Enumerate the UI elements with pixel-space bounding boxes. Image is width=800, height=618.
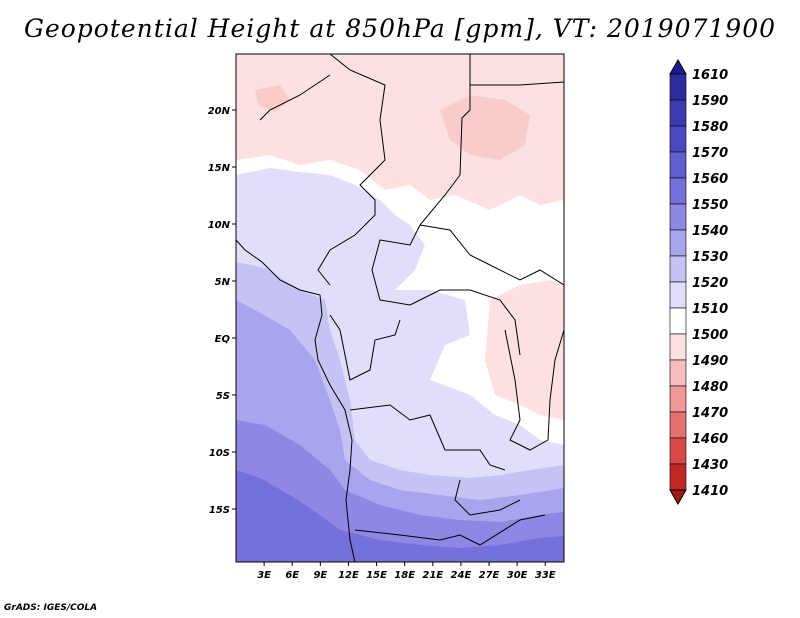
border-lines-9	[504, 329, 564, 451]
border-lines	[317, 54, 386, 286]
colorbar-label: 1490	[692, 354, 728, 369]
colorbar-label: 1500	[692, 328, 728, 343]
lon-tick-label: 18E	[394, 570, 415, 581]
colorbar-label: 1480	[692, 380, 728, 395]
border-lines-8	[354, 514, 546, 546]
colorbar-label: 1460	[692, 432, 728, 447]
lat-tick-label: 5S	[216, 391, 230, 402]
lon-tick-label: 21E	[422, 570, 443, 581]
level-1490-patch	[440, 95, 530, 160]
colorbar-segment	[669, 151, 687, 179]
colorbar-label: 1470	[692, 406, 728, 421]
colorbar-label: 1540	[692, 224, 728, 239]
colorbar-label: 1510	[692, 302, 728, 317]
lon-tick-label: 27E	[479, 570, 500, 581]
coastline	[236, 239, 356, 562]
level-1500-east	[485, 280, 564, 420]
border-lines-10	[470, 81, 564, 86]
colorbar-label: 1560	[692, 172, 728, 187]
border-lines-11	[454, 479, 521, 516]
map-frame	[235, 53, 565, 563]
colorbar-label: 1570	[692, 146, 728, 161]
colorbar-segment	[669, 281, 687, 309]
colorbar-bottom-arrow	[669, 489, 687, 506]
lon-tick-label: 24E	[451, 570, 472, 581]
chart-title: Geopotential Height at 850hPa [gpm], VT:…	[23, 14, 777, 43]
colorbar-segment	[669, 73, 687, 101]
level-1490-patch-2	[255, 85, 290, 112]
colorbar-segment	[669, 255, 687, 283]
lat-tick-label: EQ	[215, 334, 231, 345]
colorbar-label: 1410	[692, 484, 728, 499]
lon-tick-label: 6E	[285, 570, 299, 581]
colorbar-segment	[669, 203, 687, 231]
border-lines-3	[259, 74, 331, 121]
colorbar-segment	[669, 229, 687, 257]
level-1500-north	[236, 54, 564, 210]
contour-field	[236, 54, 564, 562]
lat-tick-label: 20N	[208, 106, 231, 117]
colorbar-segment	[669, 437, 687, 465]
border-lines-7	[349, 404, 506, 471]
level-1560	[236, 470, 564, 562]
colorbar-segment	[669, 411, 687, 439]
colorbar-label: 1590	[692, 94, 728, 109]
lon-tick-label: 3E	[257, 570, 271, 581]
lat-tick-label: 10N	[208, 220, 231, 231]
border-lines-6	[329, 314, 401, 381]
lat-tick-label: 15N	[208, 163, 231, 174]
country-borders	[236, 54, 564, 562]
colorbar-label: 1530	[692, 250, 728, 265]
colorbar: 1610 1590 1580 1570 1560 1550 1540 1530 1520 1510…	[669, 58, 728, 506]
colorbar-top-arrow	[669, 58, 687, 75]
border-lines-5	[409, 289, 521, 356]
colorbar-segment	[669, 307, 687, 335]
lat-tick-label: 10S	[209, 448, 230, 459]
colorbar-segment	[669, 333, 687, 361]
colorbar-segment	[669, 359, 687, 387]
colorbar-label: 1610	[692, 68, 728, 83]
latitude-axis: 20N 15N 10N 5N EQ 5S 10S 15S	[208, 106, 236, 516]
border-lines-4	[419, 224, 564, 286]
colorbar-segment	[669, 99, 687, 127]
colorbar-segment	[669, 177, 687, 205]
lon-tick-label: 33E	[535, 570, 556, 581]
colorbar-label: 1430	[692, 458, 728, 473]
colorbar-segment	[669, 385, 687, 413]
colorbar-label: 1550	[692, 198, 728, 213]
colorbar-segment	[669, 463, 687, 491]
lat-tick-label: 15S	[209, 505, 230, 516]
colorbar-label: 1520	[692, 276, 728, 291]
longitude-axis: 3E 6E 9E 12E 15E 18E 21E 24E 27E 30E 33E	[257, 562, 556, 581]
lon-tick-label: 9E	[313, 570, 327, 581]
colorbar-segment	[669, 125, 687, 153]
lon-tick-label: 15E	[366, 570, 387, 581]
lon-tick-label: 12E	[338, 570, 359, 581]
lon-tick-label: 30E	[507, 570, 528, 581]
colorbar-label: 1580	[692, 120, 728, 135]
lat-tick-label: 5N	[215, 277, 231, 288]
grads-credit: GrADS: IGES/COLA	[4, 603, 98, 613]
